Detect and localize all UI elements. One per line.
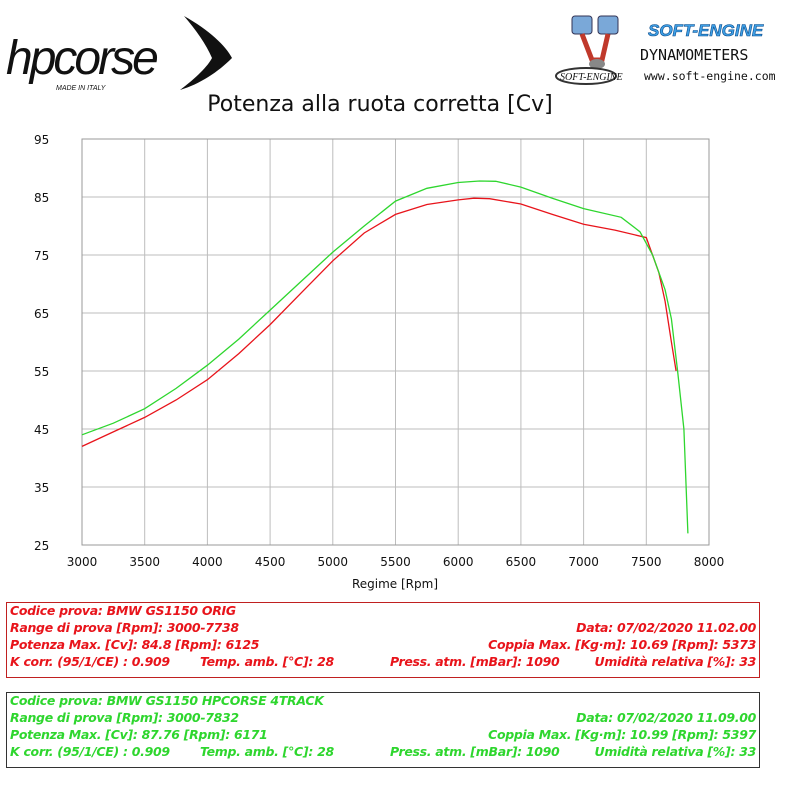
k-corr: K corr. (95/1/CE) : 0.909 <box>10 744 170 759</box>
x-tick-label: 5500 <box>380 555 411 569</box>
soft-engine-subtitle: DYNAMOMETERS <box>640 46 748 64</box>
power-chart: 25 35 45 55 65 75 85 95 3000 3500 4000 4500 5000 550… <box>34 133 725 591</box>
temp-amb: Temp. amb. [°C]: 28 <box>200 654 334 669</box>
press-atm: Press. atm. [mBar]: 1090 <box>390 654 560 669</box>
series-line-orig <box>81 197 677 447</box>
chart-series <box>81 180 689 534</box>
chart-grid <box>81 138 710 546</box>
y-tick-label: 45 <box>34 423 49 437</box>
soft-engine-url: www.soft-engine.com <box>644 69 776 83</box>
codice-prova: Codice prova: BMW GS1150 HPCORSE 4TRACK <box>10 693 324 708</box>
piston-icon <box>555 15 619 85</box>
chart-title: Potenza alla ruota corretta [Cv] <box>207 92 553 117</box>
x-tick-label: 8000 <box>694 555 725 569</box>
y-tick-label: 55 <box>34 365 49 379</box>
x-tick-label: 6000 <box>443 555 474 569</box>
soft-engine-small-text: SOFT-ENGINE <box>560 72 623 83</box>
x-axis-ticks: 3000 3500 4000 4500 5000 5500 6000 6500 7000 7500… <box>67 555 725 569</box>
soft-engine-title: SOFT-ENGINE <box>648 21 764 40</box>
range-prova: Range di prova [Rpm]: 3000-7738 <box>10 620 239 635</box>
y-tick-label: 65 <box>34 307 49 321</box>
x-tick-label: 4000 <box>192 555 223 569</box>
hpcorse-swoosh-icon <box>180 16 232 90</box>
x-tick-label: 7000 <box>568 555 599 569</box>
y-tick-label: 85 <box>34 191 49 205</box>
test-info-orig: Codice prova: BMW GS1150 ORIG Range di p… <box>6 602 760 678</box>
plot-area-border <box>81 138 710 546</box>
data-prova: Data: 07/02/2020 11.02.00 <box>576 620 756 635</box>
hpcorse-logo-text: hpcorse <box>6 32 157 85</box>
series-line-hpcorse <box>81 180 689 534</box>
umidita: Umidità relativa [%]: 33 <box>594 744 756 759</box>
coppia-max: Coppia Max. [Kg·m]: 10.99 [Rpm]: 5397 <box>488 727 756 742</box>
soft-engine-logo: SOFT-ENGINE SOFT-ENGINE DYNAMOMETERS www… <box>555 15 776 85</box>
temp-amb: Temp. amb. [°C]: 28 <box>200 744 334 759</box>
hpcorse-tagline: MADE IN ITALY <box>56 85 107 92</box>
x-tick-label: 3500 <box>129 555 160 569</box>
x-tick-label: 6500 <box>506 555 537 569</box>
data-prova: Data: 07/02/2020 11.09.00 <box>576 710 756 725</box>
range-prova: Range di prova [Rpm]: 3000-7832 <box>10 710 239 725</box>
codice-prova: Codice prova: BMW GS1150 ORIG <box>10 603 236 618</box>
potenza-max: Potenza Max. [Cv]: 87.76 [Rpm]: 6171 <box>10 727 268 742</box>
coppia-max: Coppia Max. [Kg·m]: 10.69 [Rpm]: 5373 <box>488 637 756 652</box>
x-tick-label: 4500 <box>255 555 286 569</box>
y-axis-ticks: 25 35 45 55 65 75 85 95 <box>34 133 49 553</box>
x-axis-label: Regime [Rpm] <box>352 577 438 591</box>
y-tick-label: 25 <box>34 539 49 553</box>
y-tick-label: 35 <box>34 481 49 495</box>
y-tick-label: 95 <box>34 133 49 147</box>
test-info-hpcorse: Codice prova: BMW GS1150 HPCORSE 4TRACK … <box>6 692 760 768</box>
x-tick-label: 3000 <box>67 555 98 569</box>
hpcorse-logo: hpcorse MADE IN ITALY <box>6 16 232 92</box>
y-tick-label: 75 <box>34 249 49 263</box>
x-tick-label: 7500 <box>631 555 662 569</box>
umidita: Umidità relativa [%]: 33 <box>594 654 756 669</box>
potenza-max: Potenza Max. [Cv]: 84.8 [Rpm]: 6125 <box>10 637 260 652</box>
press-atm: Press. atm. [mBar]: 1090 <box>390 744 560 759</box>
x-tick-label: 5000 <box>318 555 349 569</box>
k-corr: K corr. (95/1/CE) : 0.909 <box>10 654 170 669</box>
